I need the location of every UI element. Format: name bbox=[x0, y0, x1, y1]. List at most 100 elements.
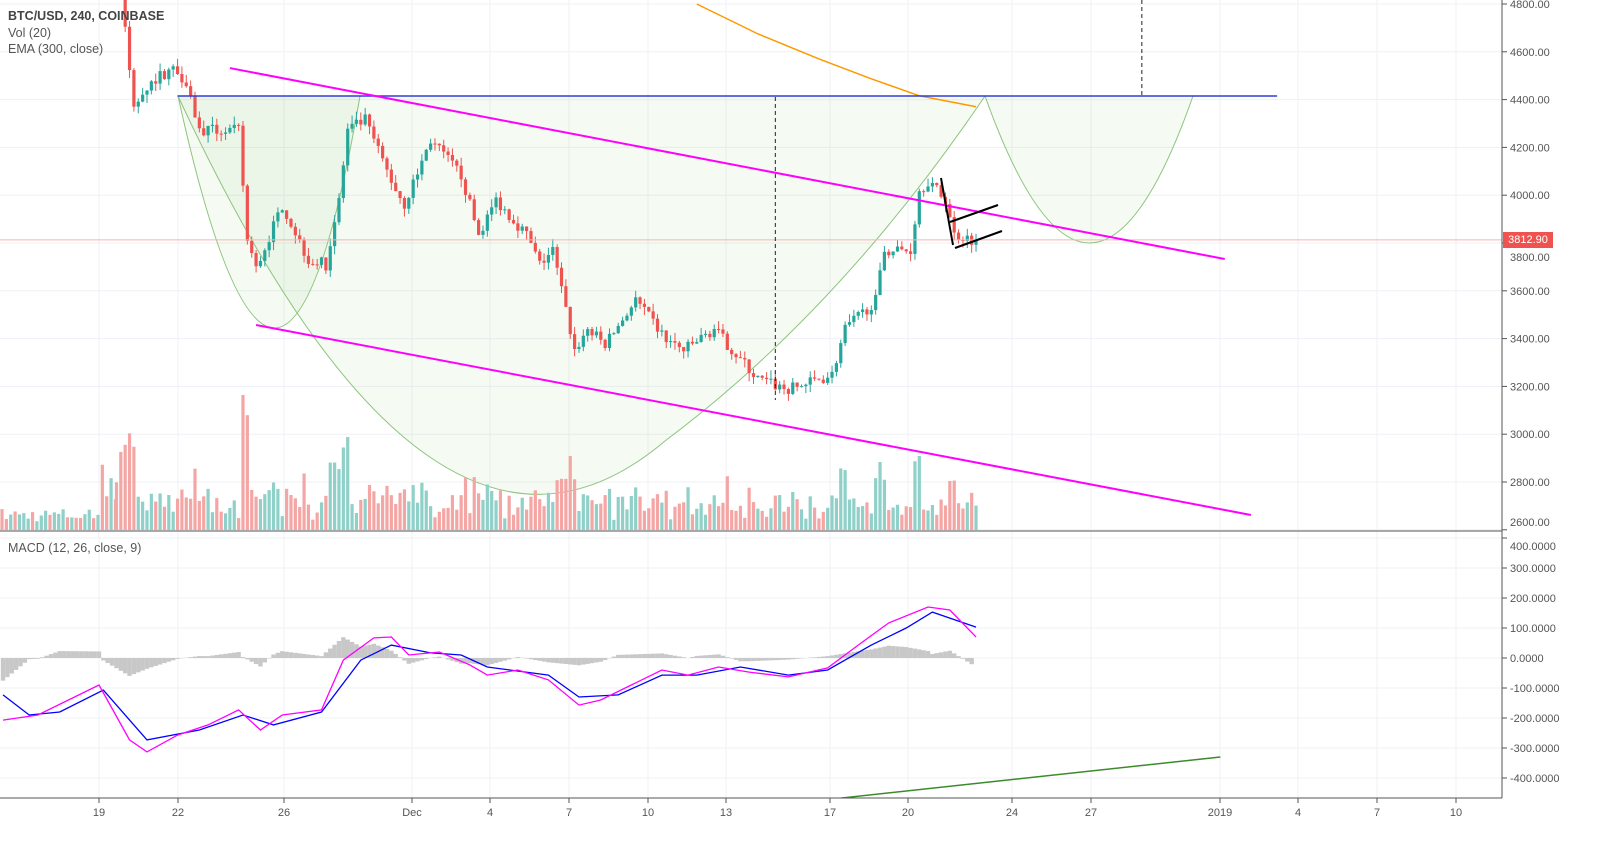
macd-histogram-bar bbox=[620, 654, 625, 658]
price-tick-label: 4600.00 bbox=[1510, 47, 1550, 59]
volume-bar bbox=[145, 510, 149, 530]
volume-bar bbox=[834, 498, 839, 530]
axes[interactable]: 19 22 26 Dec 4 7 10 13 17 20 24 27 2019 4 7 10 4800.00 46… bbox=[93, 0, 1560, 819]
volume-bar bbox=[621, 496, 625, 530]
volume-bar bbox=[267, 490, 271, 530]
volume-bar bbox=[263, 494, 267, 530]
volume-bar bbox=[655, 494, 660, 530]
macd-histogram-bar bbox=[533, 658, 538, 661]
macd-histogram-bar bbox=[280, 651, 285, 658]
candle-body bbox=[158, 71, 162, 84]
volume-bar bbox=[503, 518, 507, 530]
handle-arc[interactable] bbox=[984, 95, 1194, 244]
flag-lower-line[interactable] bbox=[954, 230, 1003, 249]
volume-bar bbox=[721, 502, 725, 530]
macd-histogram-bar bbox=[114, 658, 119, 669]
macd-tick-label: -200.0000 bbox=[1510, 713, 1560, 725]
macd-histogram-bar bbox=[581, 658, 586, 665]
candle-body bbox=[442, 145, 446, 152]
macd-histogram-bar bbox=[454, 658, 459, 663]
bull-flag-drawing[interactable] bbox=[940, 177, 1003, 249]
candle-body bbox=[132, 70, 136, 107]
volume-bar bbox=[105, 496, 109, 530]
candle-body bbox=[298, 235, 302, 240]
candle-body bbox=[507, 209, 511, 221]
volume-bar bbox=[651, 498, 655, 530]
macd-histogram-bar bbox=[576, 658, 582, 666]
macd-histogram-bar bbox=[236, 652, 241, 658]
flag-pole[interactable] bbox=[940, 177, 954, 246]
macd-histogram-bar bbox=[162, 658, 167, 664]
macd-histogram-bar bbox=[943, 651, 948, 658]
symbol-label[interactable]: BTC/USD, 240, COINBASE bbox=[8, 9, 165, 23]
volume-bar bbox=[429, 506, 433, 530]
candles bbox=[123, 0, 978, 401]
volume-bar bbox=[30, 512, 35, 530]
macd-histogram-bar bbox=[384, 648, 390, 658]
volume-bar bbox=[197, 500, 201, 530]
macd-histogram-bar bbox=[664, 654, 669, 658]
macd-histogram-bar bbox=[258, 658, 263, 667]
volume-legend[interactable]: Vol (20) bbox=[8, 25, 52, 40]
volume-bar bbox=[625, 509, 629, 530]
volume-bar bbox=[699, 503, 703, 530]
candle-body bbox=[372, 126, 376, 139]
volume-bar bbox=[202, 496, 206, 530]
main-cup-arc[interactable] bbox=[177, 95, 986, 495]
volume-bar bbox=[559, 478, 564, 530]
candle-body bbox=[594, 331, 599, 336]
macd-histogram-bar bbox=[585, 658, 590, 664]
macd-histogram-bar bbox=[131, 658, 137, 675]
macd-histogram-bar bbox=[35, 658, 41, 659]
volume-bar bbox=[830, 495, 834, 530]
candle-body bbox=[546, 254, 551, 263]
candle-body bbox=[734, 354, 738, 358]
macd-histogram-bar bbox=[921, 650, 926, 658]
macd-legend[interactable]: MACD (12, 26, close, 9) bbox=[8, 541, 142, 555]
macd-histogram-bar bbox=[917, 649, 922, 658]
candle-body bbox=[232, 124, 236, 128]
volume-bar bbox=[516, 507, 520, 530]
macd-histogram-bar bbox=[537, 658, 542, 661]
time-tick-label: 20 bbox=[902, 807, 914, 819]
candle-body bbox=[437, 143, 441, 146]
volume-bar bbox=[219, 511, 223, 530]
macd-histogram-bar bbox=[493, 658, 499, 663]
macd-histogram-bar bbox=[415, 658, 420, 662]
volume-bar bbox=[420, 482, 424, 530]
volume-bar bbox=[769, 508, 773, 530]
macd-histogram-bar bbox=[956, 656, 961, 658]
time-tick-label: 4 bbox=[487, 807, 493, 819]
candle-body bbox=[241, 125, 245, 186]
candle-body bbox=[267, 242, 271, 251]
drawings[interactable] bbox=[0, 0, 1502, 516]
macd-histogram-bar bbox=[310, 655, 316, 658]
flag-upper-line[interactable] bbox=[949, 204, 999, 223]
candle-body bbox=[616, 325, 620, 334]
candle-body bbox=[363, 114, 367, 125]
macd-histogram-bar bbox=[821, 656, 826, 658]
price-tick-label: 2600.00 bbox=[1510, 517, 1550, 529]
macd-histogram-bar bbox=[733, 658, 739, 660]
volume-bar bbox=[289, 495, 293, 530]
candle-body bbox=[677, 342, 681, 348]
cup-and-handle-drawing[interactable] bbox=[177, 95, 1194, 495]
macd-histogram-bar bbox=[74, 651, 80, 658]
candle-body bbox=[564, 286, 568, 307]
ema-legend[interactable]: EMA (300, close) bbox=[8, 42, 104, 56]
macd-histogram-bar bbox=[40, 657, 45, 658]
macd-histogram-bar bbox=[541, 658, 547, 662]
candle-body bbox=[184, 82, 188, 87]
price-tick-label: 2800.00 bbox=[1510, 477, 1550, 489]
macd-histogram-bar bbox=[192, 656, 198, 658]
volume-bar bbox=[913, 461, 917, 530]
volume-bar bbox=[594, 504, 599, 530]
volume-bar bbox=[280, 516, 284, 530]
macd-histogram-bar bbox=[445, 658, 451, 660]
volume-bar bbox=[424, 490, 428, 530]
macd-histogram-bar bbox=[563, 658, 569, 665]
candle-body bbox=[302, 239, 306, 256]
candle-body bbox=[189, 86, 193, 97]
volume-bar bbox=[372, 491, 376, 530]
